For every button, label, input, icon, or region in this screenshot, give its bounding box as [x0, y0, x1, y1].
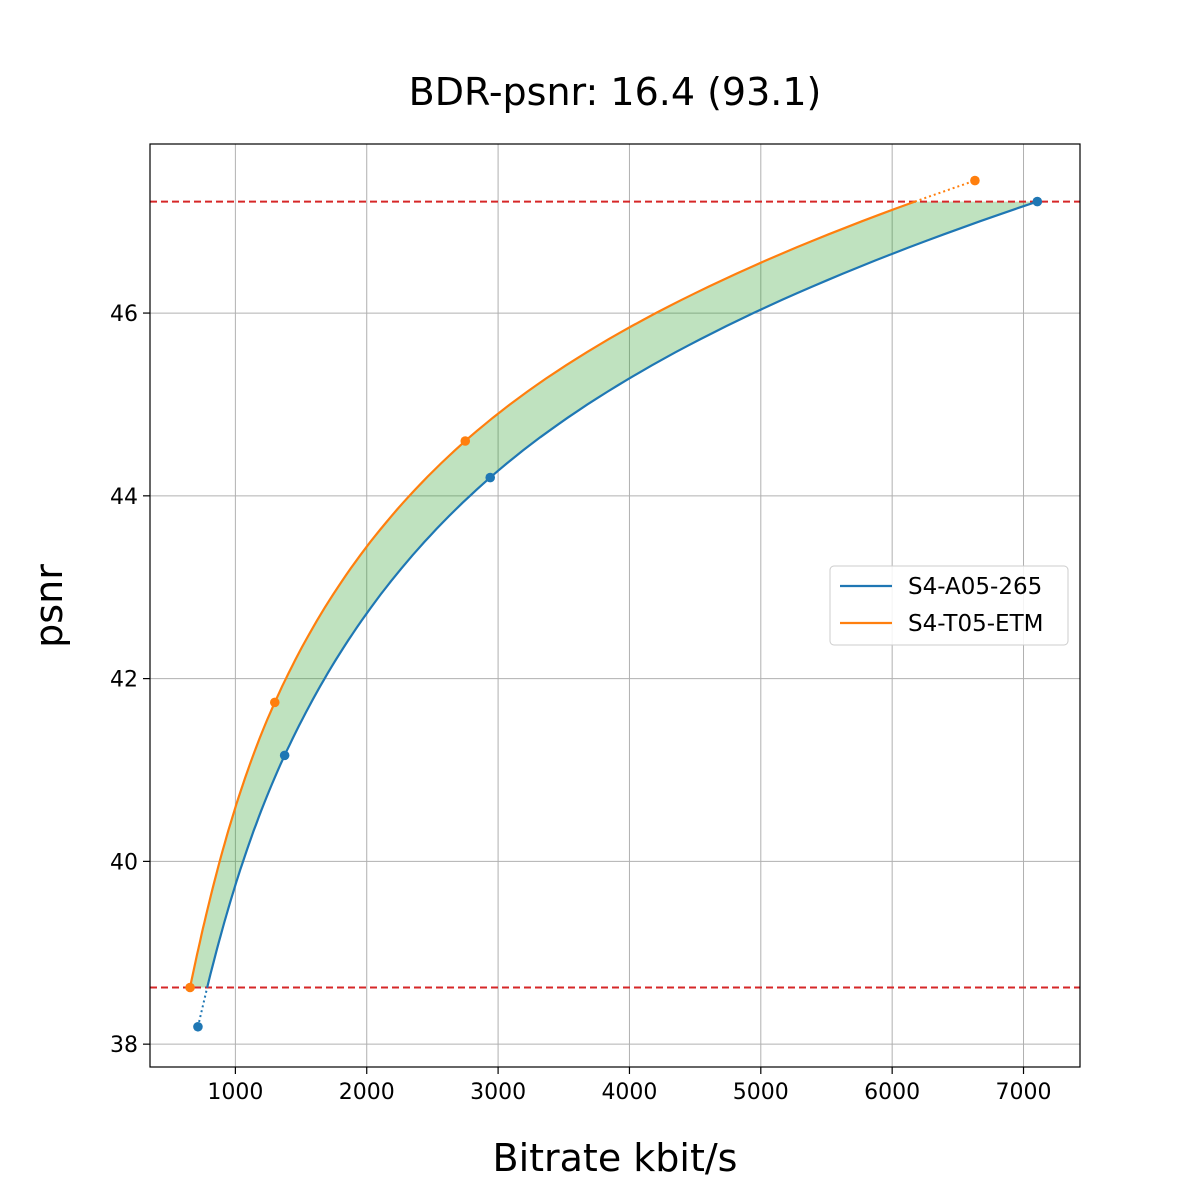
data-point-s4-a05-265: [279, 750, 290, 761]
y-tick-label: 44: [110, 485, 138, 510]
x-tick-label: 4000: [601, 1080, 657, 1105]
series-line-s4-t05-etm: [189, 200, 916, 988]
data-point-s4-a05-265: [485, 472, 496, 483]
data-point-s4-t05-etm: [269, 697, 280, 708]
bd-area: [190, 201, 1038, 988]
series-extension-s4-a05-265: [196, 987, 209, 1028]
x-tick-label: 3000: [470, 1080, 526, 1105]
y-tick-label: 40: [110, 850, 138, 875]
y-tick-label: 46: [110, 302, 138, 327]
series-extension-s4-t05-etm: [914, 179, 976, 203]
data-point-s4-t05-etm: [185, 982, 195, 993]
y-tick-label: 38: [110, 1033, 138, 1058]
x-tick-label: 1000: [207, 1080, 263, 1105]
x-tick-label: 2000: [339, 1080, 395, 1105]
y-tick-label: 42: [110, 668, 138, 693]
chart-title: BDR-psnr: 16.4 (93.1): [409, 70, 822, 114]
overlap-limit-lines: [150, 200, 1080, 989]
data-point-s4-t05-etm: [460, 436, 471, 446]
x-axis-label: Bitrate kbit/s: [493, 1136, 738, 1180]
x-tick-label: 7000: [996, 1080, 1052, 1105]
bd-area-fill: [190, 201, 1038, 988]
legend-label-s4-t05-etm: S4-T05-ETM: [908, 611, 1043, 637]
series-line-s4-a05-265: [206, 200, 1038, 988]
y-ticks: 38 40 42 44 46: [110, 302, 150, 1058]
data-point-s4-t05-etm: [970, 175, 980, 186]
plot-frame: [149, 143, 1081, 1068]
x-tick-label: 5000: [733, 1080, 789, 1105]
legend: S4-A05-265 S4-T05-ETM: [829, 565, 1069, 646]
x-tick-label: 6000: [864, 1080, 920, 1105]
x-ticks: 1000 2000 3000 4000 5000 6000 7000: [207, 1067, 1052, 1105]
legend-label-s4-a05-265: S4-A05-265: [908, 574, 1042, 600]
y-axis-label: psnr: [27, 564, 71, 648]
data-point-s4-a05-265: [1032, 196, 1043, 207]
data-points: [185, 175, 1043, 1032]
series-lines: [189, 179, 1038, 1028]
data-point-s4-a05-265: [193, 1021, 203, 1032]
